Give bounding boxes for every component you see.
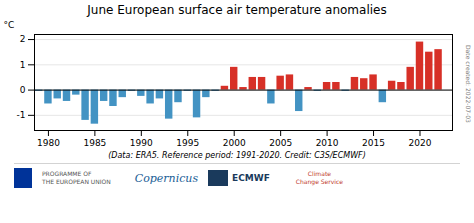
svg-text:1995: 1995 <box>176 138 199 148</box>
svg-text:°C: °C <box>4 20 15 30</box>
html-text:ECMWF: ECMWF <box>232 173 270 183</box>
svg-text:1990: 1990 <box>130 138 153 148</box>
html-text:PROGRAMME OF THE EUROPEAN UNIO: PROGRAMME OF THE EUROPEAN UNION <box>42 170 111 185</box>
svg-text:2020: 2020 <box>409 138 432 148</box>
html-text:Climate Change Service: Climate Change Service <box>295 170 343 185</box>
html-text:June European surface air temp: June European surface air temperature an… <box>87 3 387 17</box>
svg-text:2010: 2010 <box>316 138 339 148</box>
html-text:Date created: 2022-07-03: Date created: 2022-07-03 <box>464 45 472 123</box>
html-text:(Data: ERA5. Reference period:: (Data: ERA5. Reference period: 1991-2020… <box>108 151 366 160</box>
svg-text:1985: 1985 <box>83 138 106 148</box>
svg-text:-1: -1 <box>17 110 26 120</box>
svg-text:2: 2 <box>20 34 26 44</box>
svg-text:2015: 2015 <box>362 138 385 148</box>
html-text:Copernicus: Copernicus <box>134 171 199 185</box>
svg-text:1: 1 <box>20 60 26 70</box>
svg-text:2005: 2005 <box>269 138 292 148</box>
svg-text:1980: 1980 <box>37 138 60 148</box>
svg-text:0: 0 <box>20 85 26 95</box>
svg-text:2000: 2000 <box>223 138 246 148</box>
